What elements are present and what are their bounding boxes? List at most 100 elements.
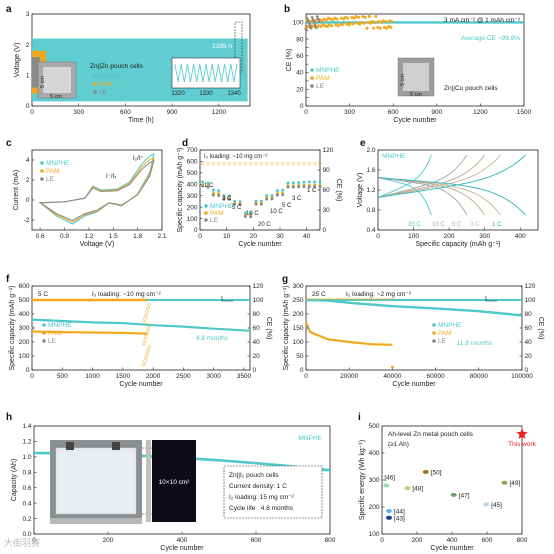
series-pam-point	[349, 21, 353, 25]
x-tick-label-c: 1.5	[109, 233, 118, 240]
legend-g-label: PAM	[438, 330, 452, 337]
series-le-point	[249, 215, 253, 219]
legend-f-label: LE	[48, 338, 57, 345]
series-le-point	[238, 203, 242, 207]
legend-c-marker	[40, 161, 44, 165]
series-pam-point	[326, 16, 330, 20]
y-tick-label-c: -2	[24, 217, 30, 224]
series-le-point	[302, 185, 306, 189]
y-right-tick-label-d: 0	[323, 227, 327, 234]
inset-x-tick-label: 1340	[227, 91, 241, 97]
x-tick-label-d: 10	[223, 233, 231, 240]
reference-label: [44]	[394, 509, 405, 516]
charge-curve-2	[377, 154, 486, 198]
series-le-point	[31, 326, 35, 330]
reference-point	[383, 483, 390, 488]
series-le-point	[310, 15, 314, 19]
legend-a-label: PAM	[99, 81, 113, 88]
series-mnphe-capacity	[305, 298, 523, 317]
series-le-point	[297, 185, 301, 189]
pam-failure-point	[146, 327, 150, 332]
legend-c-label: PAM	[46, 168, 60, 175]
inset-x-tick-label: 1320	[171, 91, 185, 97]
series-ce-point	[206, 161, 210, 165]
y-right-tick-label-g: 60	[525, 325, 533, 332]
average-ce-label: Average CE ~99.9%	[461, 35, 520, 42]
series-pam-point	[346, 16, 350, 20]
months-label: 4.9 months	[196, 335, 229, 342]
y-tick-label-f: 0	[26, 367, 30, 374]
charge-curve-4	[377, 154, 526, 198]
x-tick-label-e: 200	[444, 233, 455, 240]
series-le-point	[305, 326, 309, 330]
series-le-point	[315, 15, 319, 18]
series-mnphe-point	[318, 180, 322, 184]
y-tick-label-g: 0	[300, 367, 304, 374]
pam-failure-point	[142, 362, 146, 367]
y-tick-label-f: 400	[19, 311, 30, 318]
y-right-tick-label-g: 120	[525, 283, 536, 290]
plot-frame-g	[305, 285, 523, 371]
discharge-curve-4	[377, 177, 526, 216]
series-ce-point	[222, 161, 226, 165]
tab-right	[112, 442, 120, 450]
x-tick-label-e: 400	[515, 233, 526, 240]
electrode-size-label: 10×10 cm²	[159, 479, 191, 486]
series-pam-point	[363, 15, 367, 19]
series-pam-point	[361, 15, 365, 19]
series-pam-point	[381, 19, 385, 23]
y-tick-label-b: 20	[296, 86, 304, 93]
series-le-point	[305, 16, 309, 20]
info-line: Cycle life : 4.8 months	[229, 505, 294, 512]
legend-g-label: LE	[438, 338, 447, 345]
panel-letter-g: g	[282, 274, 288, 285]
info-box	[223, 465, 323, 519]
x-axis-label-a: Time (h)	[128, 117, 154, 124]
y-tick-label-d: 0	[194, 227, 198, 234]
x-tick-label-i: 800	[517, 537, 528, 544]
legend-d-label: MNPHE	[210, 203, 234, 210]
x-tick-label-g: 60000	[427, 373, 445, 380]
series-ce-point	[259, 161, 263, 165]
series-pam-point	[334, 23, 338, 27]
subtitle-text: (≥1 Ah)	[388, 441, 409, 448]
x-tick-label-i: 400	[447, 537, 458, 544]
pam-failure-point	[144, 334, 148, 339]
x-tick-label-h: 400	[177, 537, 188, 544]
series-pam-point	[383, 20, 387, 24]
series-le-point	[304, 27, 308, 31]
series-pam-point	[323, 24, 327, 28]
y-tick-label-b: 40	[296, 70, 304, 77]
x-tick-label-a: 0	[30, 109, 34, 116]
pam-failure-point	[147, 345, 151, 349]
y-tick-label-h: 0.4	[22, 500, 31, 507]
legend-f-marker	[42, 323, 46, 327]
y-tick-label-c: 0	[26, 197, 30, 204]
y-axis-label-c: Current (mA)	[13, 170, 20, 210]
y-right-tick-label-d: 30	[323, 207, 331, 214]
reference-point	[483, 502, 490, 507]
rate-label-0: 20 C	[408, 222, 421, 228]
x-tick-label-c: 0.9	[60, 233, 69, 240]
ruler-vertical	[146, 440, 151, 522]
pouch-cell-body	[403, 63, 429, 91]
panel-letter-f: f	[6, 274, 10, 285]
y-right-tick-label-g: 100	[525, 297, 536, 304]
loading-label: I₂ loading: ~10 mg cm⁻²	[92, 291, 161, 298]
series-le-point	[313, 23, 317, 27]
series-le-point	[201, 184, 205, 188]
series-pam-point	[338, 22, 342, 26]
x-tick-label-f: 1000	[85, 373, 100, 380]
pam-failure-point	[142, 320, 146, 325]
y-tick-label-e: 1.2	[366, 187, 375, 194]
ruler	[50, 518, 142, 524]
legend-c-label: MNPHE	[46, 160, 70, 167]
series-pam-point	[378, 26, 382, 30]
legend-f-label: MNPHE	[48, 322, 72, 329]
series-pam-point	[350, 15, 354, 19]
charge-curve-3	[377, 154, 502, 198]
reference-point	[386, 515, 392, 520]
series-mnphe-capacity	[31, 318, 251, 332]
y-tick-label-f: 300	[19, 325, 30, 332]
series-pam-point	[388, 19, 392, 23]
